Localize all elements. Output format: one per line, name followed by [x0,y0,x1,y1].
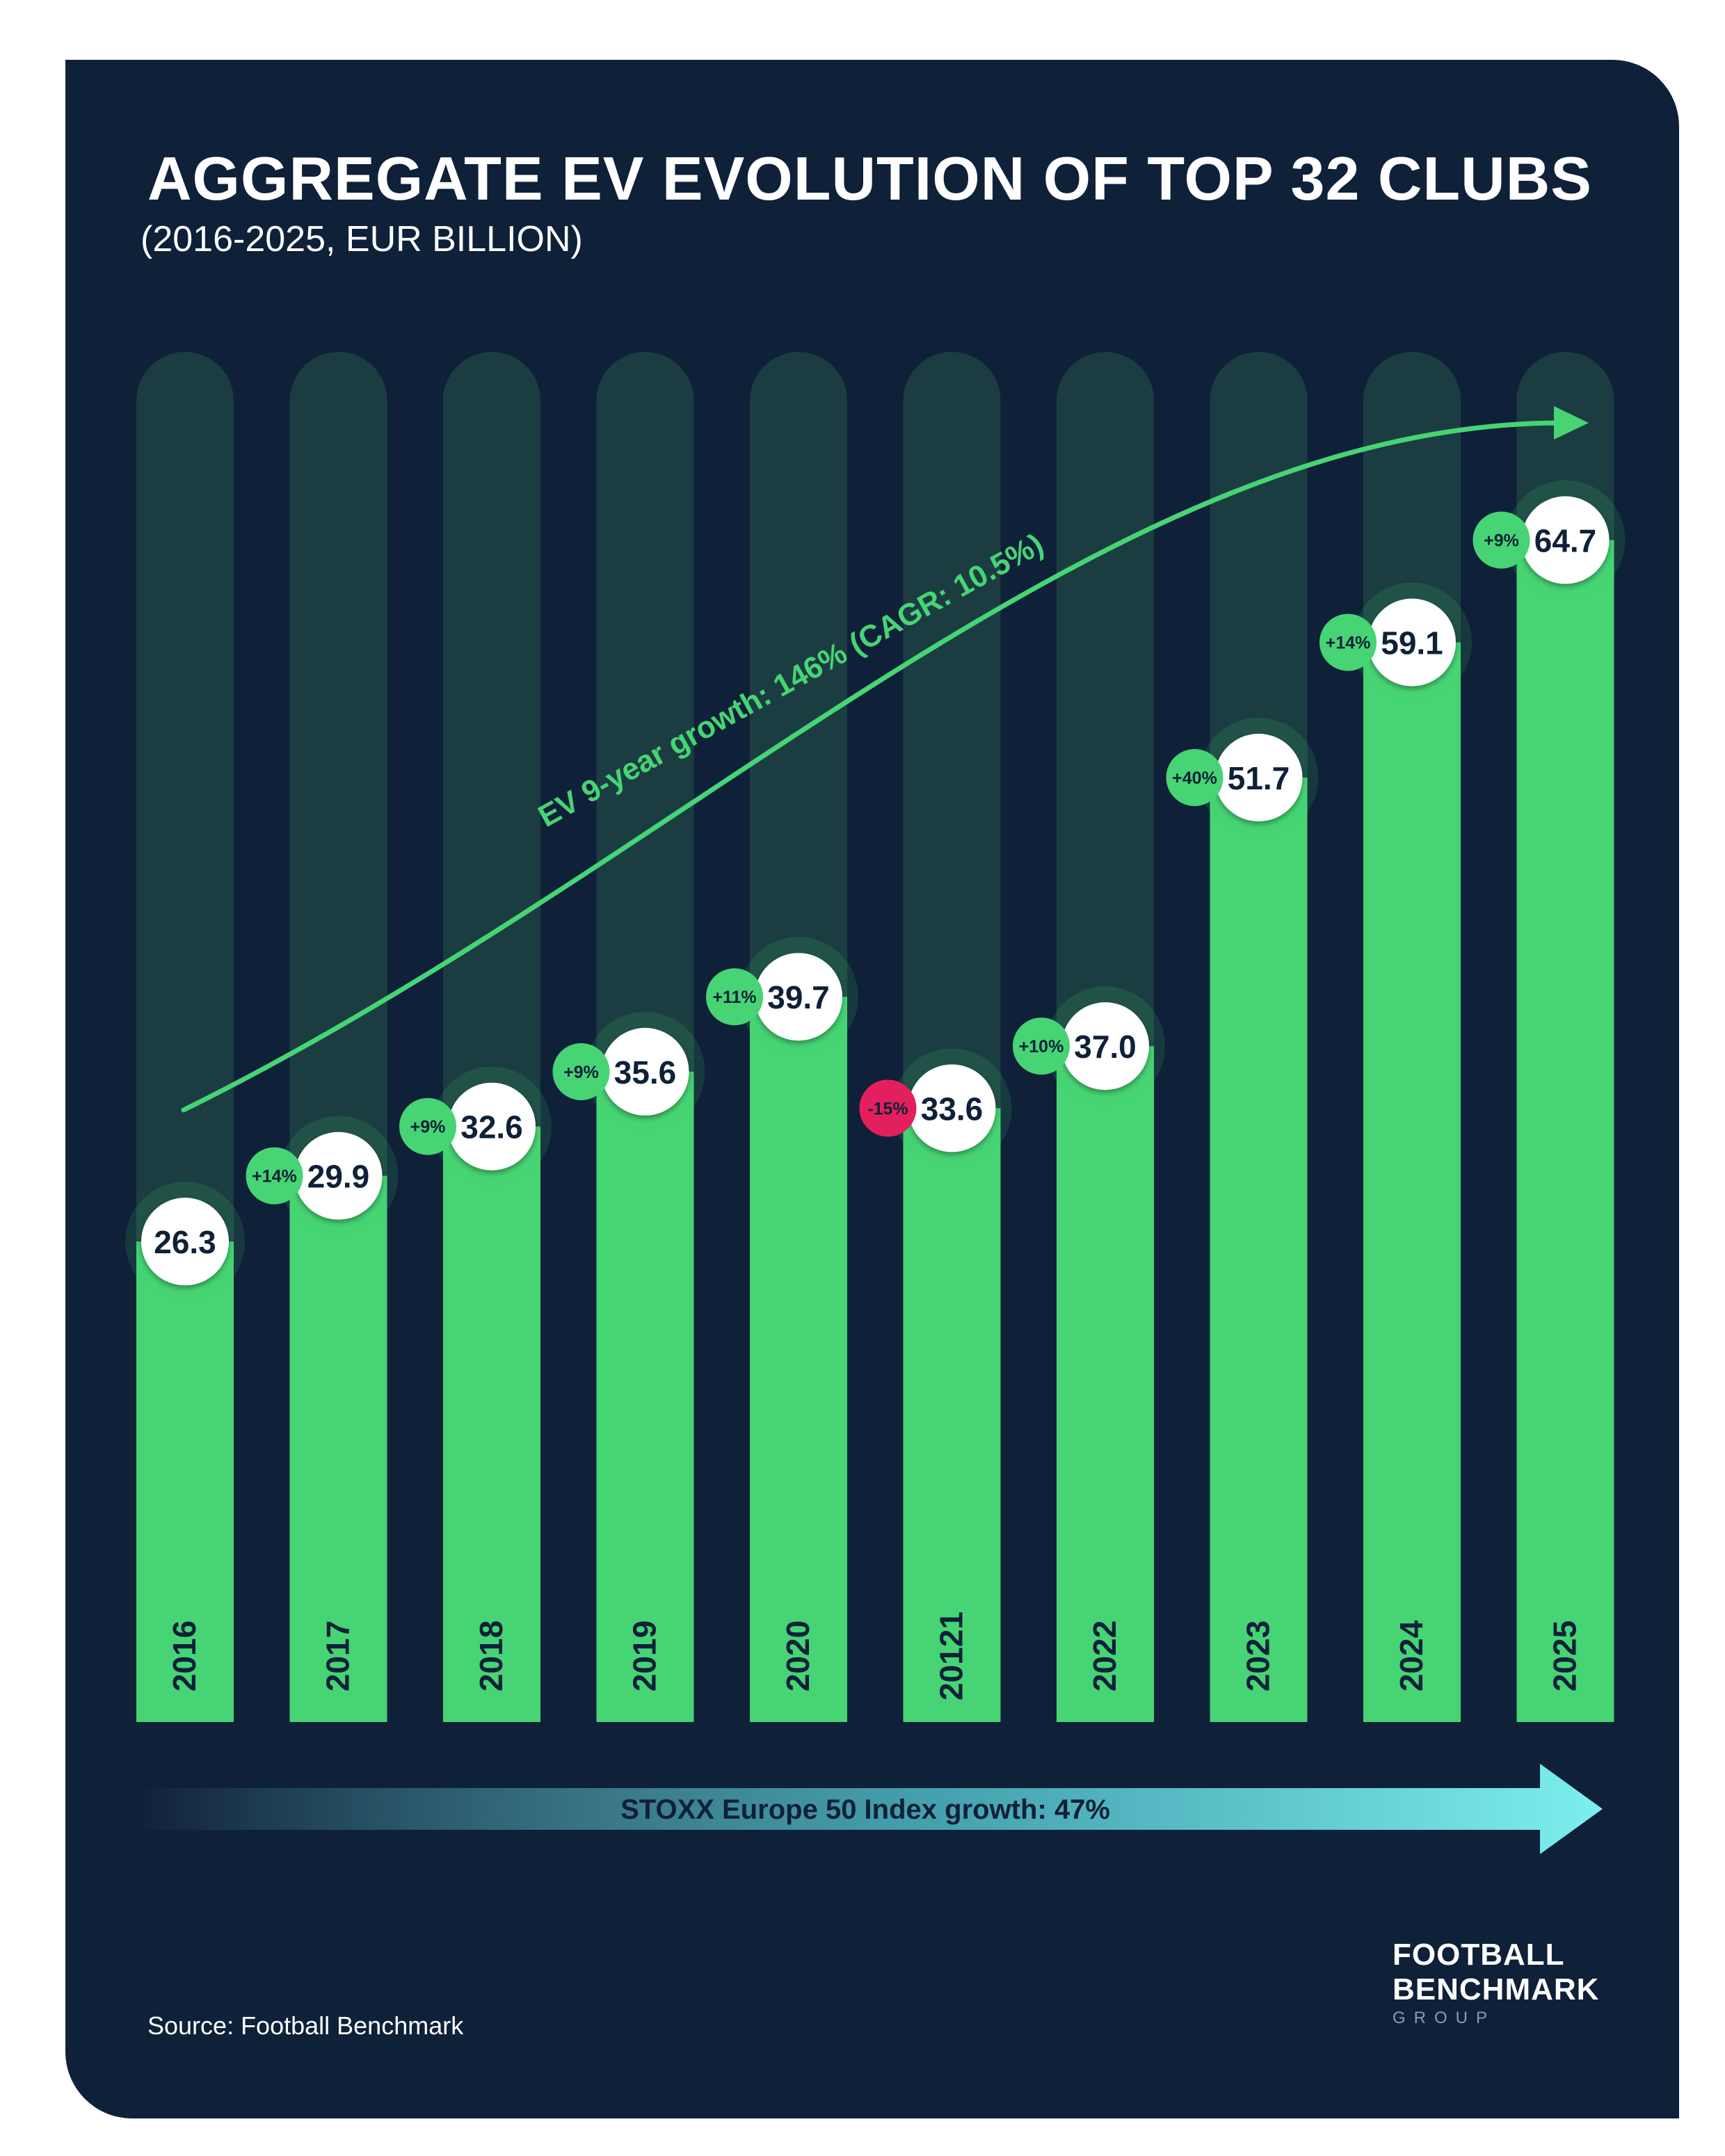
value-label: 33.6 [921,1091,984,1127]
change-label: -15% [867,1099,908,1118]
year-label: 2024 [1393,1620,1429,1691]
value-label: 59.1 [1381,625,1443,661]
bar [596,1071,694,1722]
bar [1516,540,1614,1723]
change-badge [1013,1017,1070,1075]
logo-line-2: BENCHMARK [1393,1972,1600,2006]
bar [1057,1046,1154,1722]
bar [903,1108,1001,1722]
change-label: +14% [252,1167,297,1186]
bar [136,1241,234,1722]
year-label: 2019 [627,1620,663,1691]
chart-title: AGGREGATE EV EVOLUTION OF TOP 32 CLUBS [147,144,1592,213]
bar [750,997,847,1722]
change-label: +11% [712,988,756,1007]
value-label: 64.7 [1534,523,1597,559]
value-bubble [1368,598,1456,686]
change-label: +9% [410,1118,446,1137]
year-label: 20121 [933,1611,970,1700]
change-badge [1473,511,1530,569]
chart-card: AGGREGATE EV EVOLUTION OF TOP 32 CLUBS (… [65,60,1679,2118]
change-badge [552,1043,610,1100]
change-badge [1166,749,1223,807]
year-label: 2018 [473,1620,509,1691]
bar [1363,642,1461,1722]
growth-arrow-head [1554,406,1589,440]
value-label: 32.6 [460,1109,523,1145]
change-badge [859,1079,917,1137]
value-label: 39.7 [767,979,830,1015]
index-arrow-label: STOXX Europe 50 Index growth: 47% [620,1794,1110,1825]
year-label: 2017 [320,1620,356,1691]
value-bubble [448,1082,536,1170]
growth-arrow [181,420,1567,1113]
value-label: 51.7 [1228,760,1290,796]
bar [443,1126,540,1722]
year-label: 2016 [166,1620,202,1691]
value-label: 29.9 [307,1159,370,1195]
change-badge [246,1147,303,1205]
change-badge [399,1097,456,1155]
logo-line-1: FOOTBALL [1393,1938,1565,1972]
value-bubble [908,1064,996,1152]
value-bubble [141,1198,229,1286]
change-badge [706,968,763,1026]
brand-logo: FOOTBALL BENCHMARK GROUP [1393,1938,1657,2028]
source-note: Source: Football Benchmark [147,2011,464,2040]
year-label: 2020 [780,1620,816,1691]
bar-chart: 2016 2017 2018 2019 2020 20121 2022 2023 2024 202… [125,352,1626,1854]
bar [1210,778,1308,1722]
value-bubble [1521,496,1610,584]
value-label: 35.6 [614,1054,677,1091]
value-label: 26.3 [154,1224,216,1260]
change-label: +14% [1326,634,1371,653]
change-label: +9% [563,1063,599,1082]
change-label: +9% [1484,531,1519,551]
logo-line-3: GROUP [1393,2009,1496,2027]
change-badge [1319,613,1377,671]
bar [289,1175,387,1722]
chart-subtitle: (2016-2025, EUR BILLION) [141,219,583,259]
value-bubble [601,1027,689,1116]
change-label: +10% [1019,1037,1064,1056]
year-label: 2023 [1240,1620,1276,1691]
value-bubble [294,1132,383,1220]
value-bubble [1061,1002,1149,1091]
value-bubble [755,953,842,1041]
value-bubble [1214,734,1303,822]
change-label: +40% [1172,769,1217,788]
value-label: 37.0 [1074,1029,1137,1065]
index-arrow [131,1764,1603,1854]
year-label: 2022 [1086,1620,1123,1691]
year-label: 2025 [1547,1620,1583,1691]
